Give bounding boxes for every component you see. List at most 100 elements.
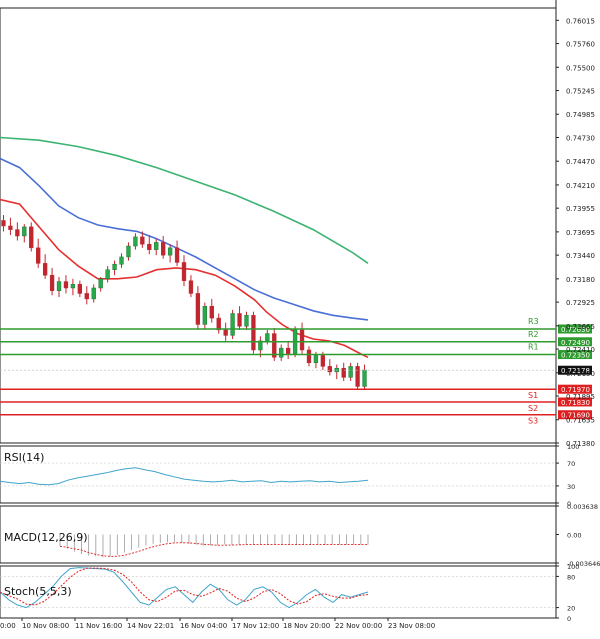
ma-mid-line	[0, 157, 369, 321]
current-price-label: 0.72178	[561, 367, 590, 375]
price-tick-label: 0.74730	[566, 134, 595, 142]
level-price-label: 0.71690	[561, 412, 590, 420]
candle-body	[299, 329, 305, 351]
candle-body	[348, 366, 353, 378]
ma-fast-line	[0, 198, 369, 359]
candle-body	[181, 262, 187, 281]
candle-body	[188, 280, 194, 294]
candle-body	[251, 315, 256, 351]
stoch-tick-label: 0	[567, 615, 571, 623]
candle-body	[320, 355, 326, 367]
level-name-r1: R1	[528, 343, 539, 352]
time-tick-label: 14 Nov 22:01	[127, 622, 174, 630]
candle-body	[98, 278, 103, 289]
stoch-main-line	[0, 567, 369, 609]
price-tick-label: 0.75500	[566, 64, 595, 72]
level-price-label: 0.72350	[561, 352, 590, 360]
candle-body	[355, 366, 360, 387]
price-tick-label: 0.71635	[566, 417, 595, 425]
candle-body	[49, 274, 55, 291]
macd-label: MACD(12,26,9)	[4, 531, 88, 544]
time-tick-label: 17 Nov 12:00	[232, 622, 279, 630]
candle-body	[195, 293, 201, 325]
candle-body	[36, 247, 41, 264]
candle-body	[202, 305, 207, 325]
candle-body	[133, 236, 138, 247]
price-tick-label: 0.74985	[566, 111, 595, 119]
rsi-tick-label: 100	[567, 443, 579, 451]
rsi-tick-label: 70	[567, 460, 575, 468]
macd-tick-label: -0.003646	[567, 560, 600, 568]
macd-signal-line	[59, 542, 368, 557]
stoch-tick-label: 20	[567, 605, 575, 613]
candle-body	[1, 220, 6, 227]
candle-body	[174, 247, 180, 263]
candle-body	[216, 317, 221, 331]
candle-body	[167, 247, 173, 256]
candle-body	[223, 329, 228, 336]
level-price-box	[558, 384, 592, 394]
price-tick-label: 0.72410	[566, 346, 595, 354]
candle-body	[306, 349, 312, 363]
candle-body	[279, 347, 284, 358]
current-price-box	[558, 365, 592, 375]
candle-body	[105, 269, 110, 280]
price-tick-label: 0.75760	[566, 41, 595, 49]
price-tick-label: 0.73695	[566, 229, 595, 237]
price-tick-label: 0.73180	[566, 276, 595, 284]
level-name-r3: R3	[528, 317, 539, 326]
candle-body	[119, 256, 124, 265]
level-price-box	[558, 324, 592, 334]
price-tick-label: 0.73440	[566, 252, 595, 260]
level-name-s2: S2	[528, 404, 538, 413]
candle-body	[140, 236, 145, 245]
stoch-tick-label: 100	[567, 563, 579, 571]
price-tick-label: 0.72150	[566, 370, 595, 378]
price-tick-label: 0.76015	[566, 17, 595, 25]
level-price-label: 0.72630	[561, 326, 590, 334]
price-tick-label: 0.74470	[566, 158, 595, 166]
price-tick-label: 0.72665	[566, 323, 595, 331]
candle-body	[91, 287, 96, 300]
candle-body	[362, 369, 367, 387]
level-price-label: 0.71970	[561, 386, 590, 394]
candle-body	[22, 226, 27, 237]
candle-body	[84, 293, 89, 300]
level-price-box	[558, 350, 592, 360]
rsi-line	[0, 467, 369, 486]
candle-body	[265, 333, 270, 342]
price-tick-label: 0.71380	[566, 440, 595, 448]
level-name-s3: S3	[528, 417, 538, 426]
candle-body	[258, 340, 263, 351]
candle-body	[285, 347, 291, 354]
level-name-s1: S1	[528, 391, 538, 400]
time-tick-label: 18 Nov 20:00	[283, 622, 330, 630]
candle-body	[147, 243, 152, 250]
candle-body	[77, 284, 83, 294]
time-tick-label: 22 Nov 00:00	[335, 622, 382, 630]
rsi-tick-label: 30	[567, 483, 575, 491]
price-tick-label: 0.71895	[566, 393, 595, 401]
level-price-label: 0.71830	[561, 399, 590, 407]
time-tick-label-partial: 0:00	[0, 622, 16, 630]
time-tick-label: 23 Nov 08:00	[388, 622, 435, 630]
ma-slow-line	[0, 136, 369, 264]
candle-body	[29, 226, 34, 249]
macd-tick-label: 0.003638	[567, 503, 598, 511]
macd-tick-label: 0.00	[567, 531, 581, 539]
candle-body	[230, 313, 235, 336]
candle-body	[8, 225, 13, 230]
price-tick-label: 0.73955	[566, 205, 595, 213]
candle-body	[313, 355, 319, 363]
time-tick-label: 16 Nov 04:00	[180, 622, 227, 630]
rsi-label: RSI(14)	[4, 451, 44, 464]
price-tick-label: 0.72925	[566, 299, 595, 307]
stoch-label: Stoch(5,5,3)	[4, 585, 72, 598]
candle-body	[154, 242, 159, 250]
candle-body	[56, 281, 62, 291]
level-price-label: 0.72490	[561, 339, 590, 347]
candle-body	[42, 263, 48, 276]
